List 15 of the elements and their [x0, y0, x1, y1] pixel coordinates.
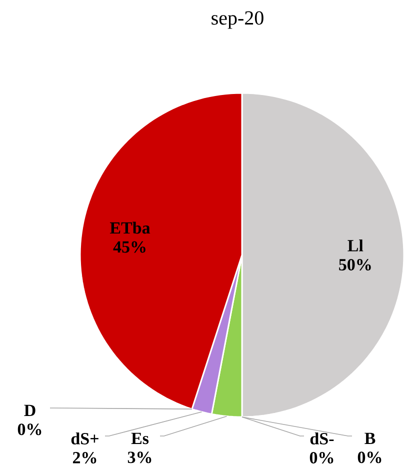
slice-label: Ll	[348, 239, 364, 252]
slice-label: Es	[131, 432, 149, 444]
slice-label: dS+	[71, 432, 98, 444]
slice-label: ETba	[110, 222, 150, 234]
text: 0%	[310, 452, 334, 464]
data-label: 45%	[113, 241, 146, 253]
data-label: 3%	[128, 452, 152, 464]
data-label: 50%	[339, 258, 371, 271]
category-label: D	[24, 404, 36, 416]
text: 0%	[358, 452, 382, 464]
data-label: 2%	[72, 452, 96, 464]
text: 0%	[18, 424, 42, 436]
category-label: dS-	[310, 432, 334, 444]
chart-title: sep-20	[212, 11, 264, 29]
category-label: B	[364, 432, 376, 444]
